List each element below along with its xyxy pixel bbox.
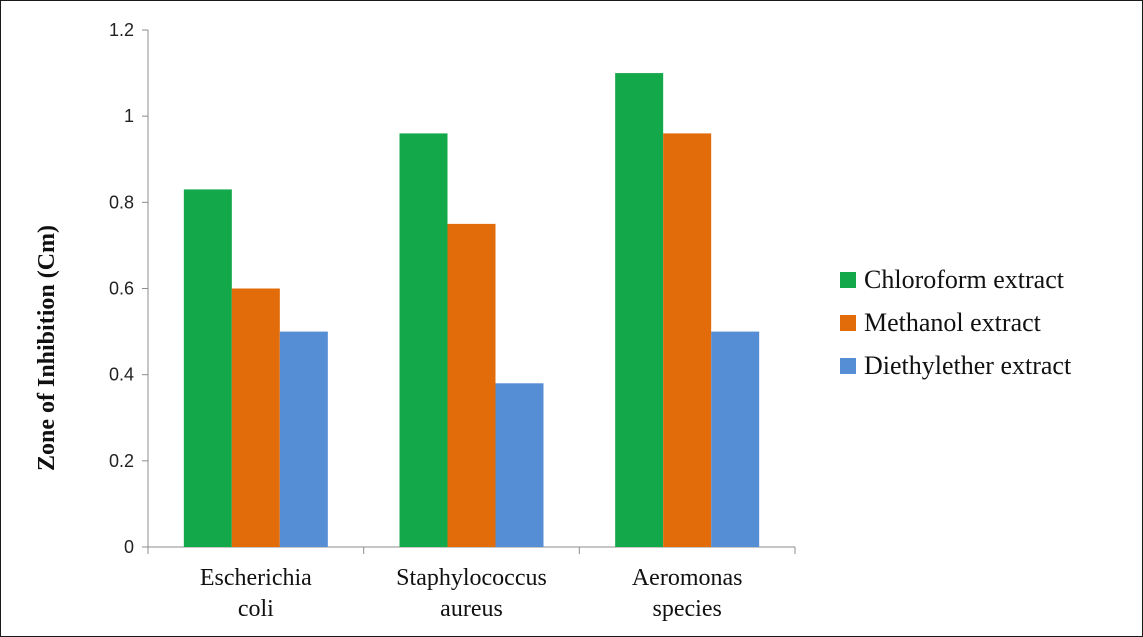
- bars: [183, 73, 760, 548]
- y-tick-label: 1: [124, 106, 134, 126]
- x-axis: [147, 546, 796, 554]
- x-category-label: coli: [238, 596, 274, 622]
- x-category-label: Staphylococcus: [396, 565, 547, 591]
- legend-swatch: [840, 358, 856, 374]
- y-axis-label: Zone of Inhibition (Cm): [34, 225, 60, 471]
- legend-swatch: [840, 315, 856, 331]
- y-tick-label: 0.6: [109, 279, 134, 299]
- x-category-label: Escherichia: [200, 565, 312, 591]
- bar-chloroform-extract-2: [615, 73, 664, 547]
- bar-diethylether-extract-2: [711, 331, 760, 547]
- x-category-label: Aeromonas: [632, 565, 743, 591]
- y-tick-label: 0.8: [109, 192, 134, 212]
- x-category-label: species: [653, 596, 722, 622]
- category-labels: Escherichia coli Staphylococcus aureus Aerom…: [200, 565, 743, 622]
- bar-chloroform-extract-0: [183, 189, 232, 548]
- bar-methanol-extract-0: [231, 288, 280, 547]
- legend-label: Chloroform extract: [864, 265, 1065, 294]
- y-tick-label: 0.4: [109, 365, 134, 385]
- x-category-label: aureus: [440, 596, 503, 622]
- legend: Chloroform extract Methanol extract Diethy…: [840, 265, 1072, 380]
- legend-swatch: [840, 272, 856, 288]
- y-axis: 0 0.2 0.4 0.6 0.8 1 1.2: [109, 20, 149, 557]
- y-tick-label: 1.2: [109, 20, 134, 40]
- legend-label: Methanol extract: [864, 308, 1042, 337]
- y-tick-label: 0: [124, 537, 134, 557]
- y-tick-label: 0.2: [109, 451, 134, 471]
- bar-chloroform-extract-1: [399, 133, 448, 547]
- bar-diethylether-extract-1: [495, 383, 544, 547]
- bar-methanol-extract-2: [663, 133, 712, 547]
- legend-label: Diethylether extract: [864, 351, 1072, 380]
- bar-diethylether-extract-0: [279, 331, 328, 547]
- bar-methanol-extract-1: [447, 223, 496, 547]
